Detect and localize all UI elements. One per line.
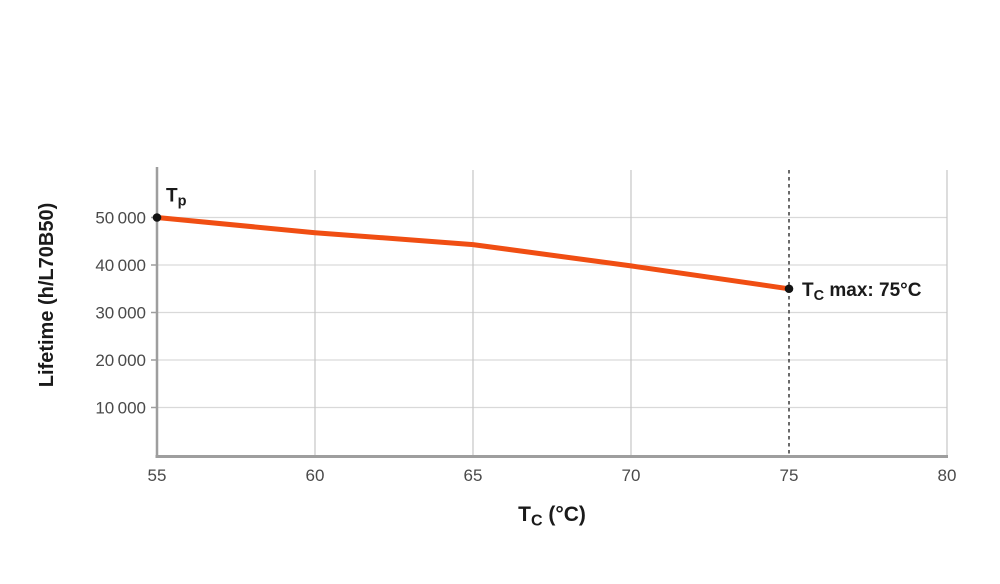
lifetime-curve — [154, 215, 792, 292]
y-tick-label: 50 000 — [95, 209, 146, 228]
x-tick-label: 55 — [148, 466, 167, 485]
x-axis-title: TC (°C) — [518, 503, 586, 530]
x-tick-label: 65 — [464, 466, 483, 485]
start-point-marker — [152, 213, 162, 222]
tc-max-label: TC max: 75°C — [802, 280, 922, 304]
y-tick-label: 40 000 — [95, 256, 146, 275]
x-tick-label: 70 — [622, 466, 641, 485]
y-tick-label: 30 000 — [95, 304, 146, 323]
y-axis-title: Lifetime (h/L70B50) — [36, 203, 58, 387]
x-tick-label: 80 — [938, 466, 957, 485]
y-tick-label: 10 000 — [95, 399, 146, 418]
end-point-marker — [784, 284, 794, 294]
x-tick-label: 60 — [306, 466, 325, 485]
x-tick-label: 75 — [780, 466, 799, 485]
tp-label: Tp — [166, 186, 187, 210]
y-tick-label: 20 000 — [95, 351, 146, 370]
